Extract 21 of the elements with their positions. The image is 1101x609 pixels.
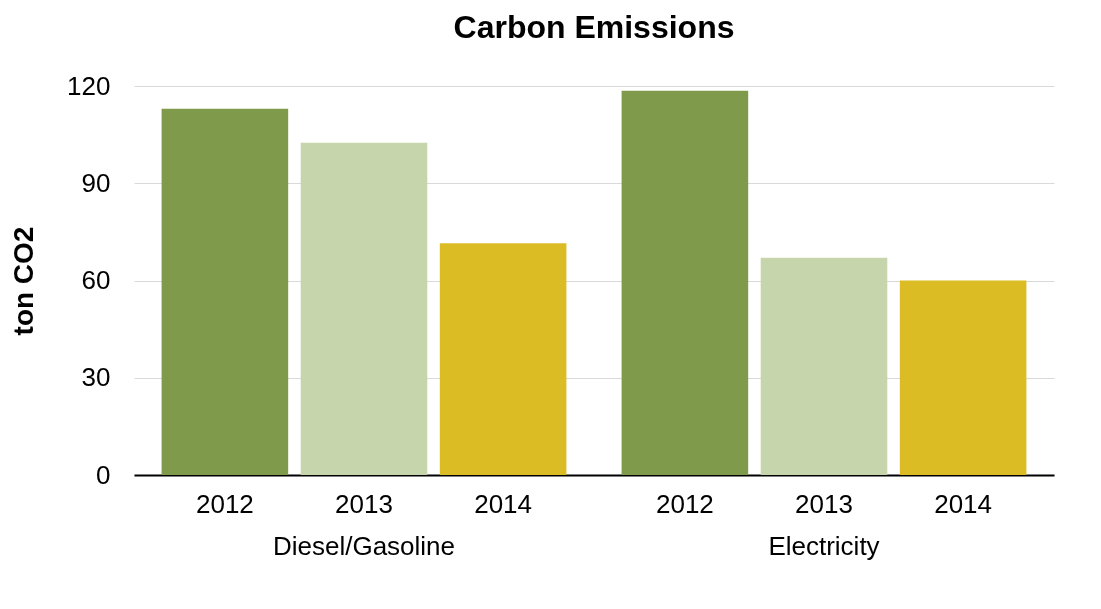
- y-tick-label: 90: [81, 167, 111, 198]
- bar: [161, 108, 289, 475]
- series-label: 2012: [195, 489, 254, 519]
- chart-title: Carbon Emissions: [453, 9, 735, 45]
- text: 2012: [655, 489, 714, 519]
- bar: [621, 90, 749, 475]
- x-tick-label: Electricity: [768, 530, 880, 561]
- series-label: 2014: [474, 489, 533, 519]
- bar: [439, 243, 567, 475]
- y-tick-label: 0: [96, 459, 111, 490]
- text: 2014: [934, 489, 993, 519]
- y-tick-label: 120: [67, 70, 111, 101]
- x-tick-label: Diesel/Gasoline: [272, 530, 456, 561]
- bar: [760, 257, 888, 475]
- y-axis-title: ton CO2: [8, 226, 40, 336]
- bar: [899, 280, 1027, 475]
- y-tick-label: 60: [81, 265, 111, 295]
- bar: [300, 142, 428, 475]
- series-label: 2013: [335, 489, 393, 519]
- y-tick-label: 30: [81, 362, 111, 393]
- text: 2013: [795, 489, 853, 519]
